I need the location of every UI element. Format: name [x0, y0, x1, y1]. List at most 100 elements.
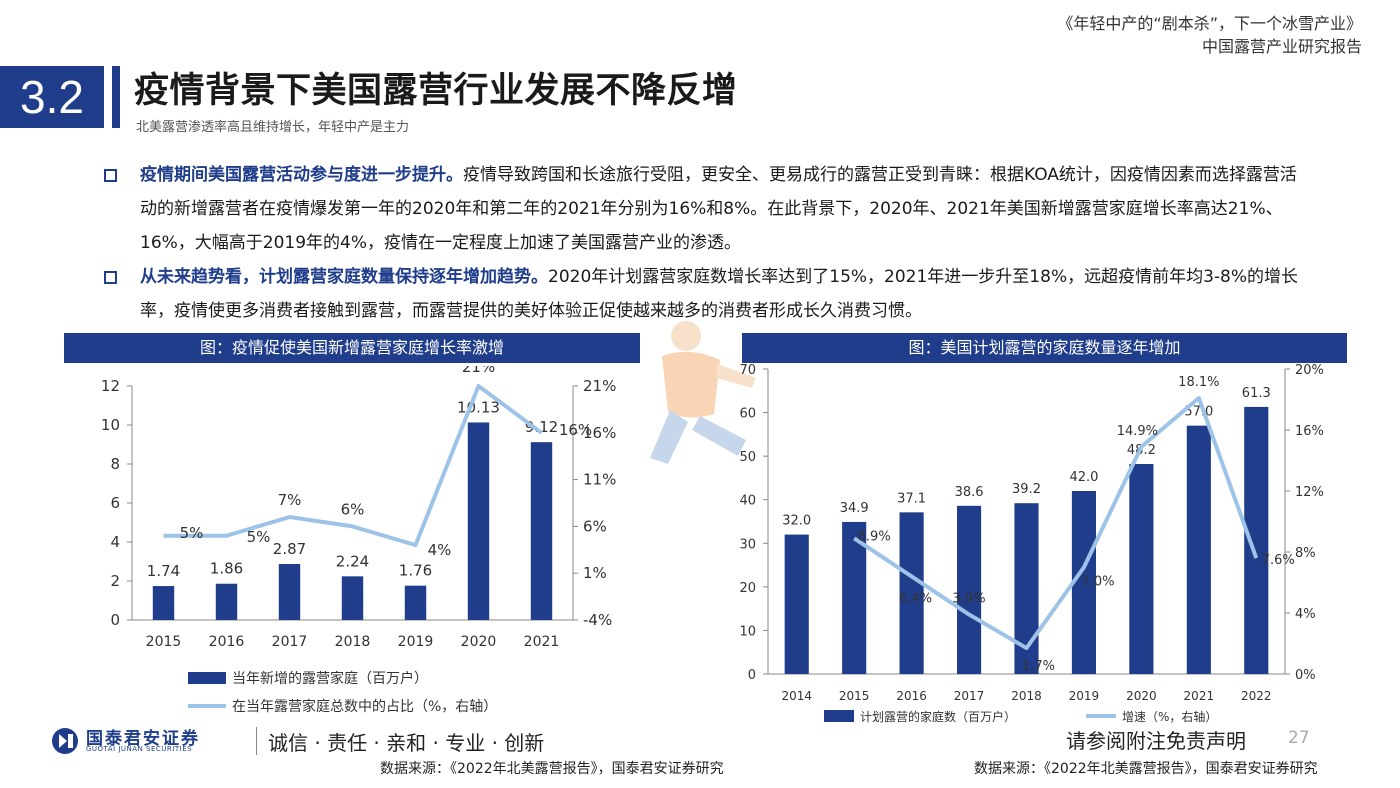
page-subtitle: 北美露营渗透率高且维持增长，年轻中产是主力: [136, 120, 410, 135]
section-number: 3.2: [0, 66, 104, 128]
y-tick-label-right: 21%: [583, 377, 616, 395]
x-tick-label: 2019: [1069, 689, 1100, 703]
bar: [530, 442, 553, 620]
x-tick-label: 2018: [335, 634, 371, 650]
bar: [404, 585, 427, 620]
chart-right-source: 数据来源：《2022年北美露营报告》，国泰君安证券研究: [974, 761, 1318, 777]
legend-label-line: 在当年露营家庭总数中的占比（%，右轴）: [232, 698, 497, 715]
series-line: [853, 395, 1259, 651]
bullet-text: 疫情导致跨国和长途旅行受阻，更安全、更易成行的露营正受到青睐：根据KOA统计，因…: [140, 165, 1297, 253]
x-tick-label: 2017: [954, 689, 985, 703]
x-tick-label: 2021: [524, 634, 560, 650]
line-data-label: 7.0%: [1081, 574, 1114, 589]
y-tick-label-left: 40: [739, 494, 756, 509]
line-data-label: 7.6%: [1262, 553, 1295, 568]
y-tick-label-left: 6: [110, 494, 120, 512]
page-number: 27: [1288, 728, 1310, 748]
bullet-lead: 疫情期间美国露营活动参与度进一步提升。: [140, 165, 463, 185]
bar-data-label: 34.9: [840, 501, 869, 516]
legend-swatch-bar: [824, 710, 854, 722]
report-title-line2: 中国露营产业研究报告: [1201, 37, 1362, 56]
y-tick-label-left: 30: [739, 537, 756, 552]
chart-right-plot: 0 10 20 30 40 50 60 70 0% 4% 8% 12% 16% 20% 32.0 2014 34…: [739, 363, 1324, 724]
bar-data-label: 9.12: [525, 418, 558, 436]
footer-motto: 诚信 · 责任 · 亲和 · 专业 · 创新: [268, 731, 545, 755]
x-tick-label: 2015: [146, 634, 182, 650]
legend-swatch-bar: [188, 672, 226, 684]
y-tick-label-right: 6%: [583, 517, 607, 535]
line-data-label: 7%: [278, 491, 302, 509]
page-title: 疫情背景下美国露营行业发展不降反增: [134, 71, 738, 111]
bar: [341, 576, 364, 620]
chart-left-source: 数据来源：《2022年北美露营报告》，国泰君安证券研究: [380, 761, 724, 777]
bar: [842, 521, 867, 674]
y-tick-label-right: 16%: [1295, 424, 1324, 439]
series-line: [163, 384, 543, 548]
line-data-label: 4%: [428, 541, 452, 559]
y-tick-label-right: 20%: [1295, 363, 1324, 378]
y-tick-label-right: 1%: [583, 564, 607, 582]
report-title-line1: 《年轻中产的“剧本杀”，下一个冰雪产业》: [1057, 14, 1362, 33]
chart-left: 图：疫情促使美国新增露营家庭增长率激增: [64, 333, 640, 363]
bar: [956, 505, 982, 674]
bullet-lead: 从未来趋势看，计划露营家庭数量保持逐年增加趋势。: [140, 267, 548, 287]
y-tick-label-right: 11%: [583, 471, 616, 489]
footer-disclaimer: 请参阅附注免责声明: [1066, 729, 1246, 753]
line-data-label: 6%: [341, 500, 365, 518]
x-tick-label: 2020: [461, 634, 497, 650]
bar: [215, 583, 238, 620]
y-tick-label-left: 4: [110, 533, 120, 551]
line-data-label: 8.9%: [858, 529, 891, 544]
line-data-label: 5%: [180, 524, 204, 542]
y-tick-label-left: 0: [110, 611, 120, 629]
x-tick-label: 2016: [896, 689, 927, 703]
x-tick-label: 2022: [1241, 689, 1272, 703]
legend-label-line: 增速（%，右轴）: [1122, 709, 1217, 724]
bar-data-label: 32.0: [782, 514, 811, 529]
y-tick-label-left: 8: [110, 455, 120, 473]
bar: [1071, 491, 1097, 674]
y-tick-label-left: 50: [739, 450, 756, 465]
line-data-label: 1.7%: [1022, 659, 1055, 674]
bar-data-label: 38.6: [955, 485, 984, 500]
legend-label-bar: 计划露营的家庭数（百万户）: [860, 709, 1016, 724]
chart-right: 图：美国计划露营的家庭数量逐年增加: [742, 333, 1347, 363]
y-tick-label-left: 10: [101, 416, 120, 434]
bullet-list: 疫情期间美国露营活动参与度进一步提升。疫情导致跨国和长途旅行受阻，更安全、更易成…: [100, 158, 1310, 328]
chart-right-title: 图：美国计划露营的家庭数量逐年增加: [742, 333, 1347, 363]
bar-data-label: 10.13: [457, 398, 500, 416]
x-tick-label: 2020: [1126, 689, 1157, 703]
bullet-item: 疫情期间美国露营活动参与度进一步提升。疫情导致跨国和长途旅行受阻，更安全、更易成…: [100, 158, 1310, 260]
report-title-block: 《年轻中产的“剧本杀”，下一个冰雪产业》 中国露营产业研究报告: [1057, 12, 1362, 58]
line-data-label: 3.9%: [953, 592, 986, 607]
chart-left-title: 图：疫情促使美国新增露营家庭增长率激增: [64, 333, 640, 363]
section-divider-bar: [112, 66, 120, 128]
y-tick-label-left: 0: [748, 668, 756, 683]
x-tick-label: 2016: [209, 634, 245, 650]
bullet-square-icon: [104, 271, 117, 284]
legend-label-bar: 当年新增的露营家庭（百万户）: [232, 670, 428, 687]
x-tick-label: 2019: [398, 634, 434, 650]
x-tick-label: 2017: [272, 634, 308, 650]
line-data-label: 5%: [247, 528, 271, 546]
footer-divider: [256, 727, 257, 755]
line-data-label: 14.9%: [1117, 424, 1158, 439]
x-tick-label: 2015: [839, 689, 870, 703]
y-tick-label-left: 20: [739, 581, 756, 596]
bar-data-label: 1.76: [399, 562, 432, 580]
bullet-square-icon: [104, 169, 117, 182]
bar: [1129, 463, 1154, 674]
y-tick-label-left: 10: [739, 624, 756, 639]
y-tick-label-left: 60: [739, 407, 756, 422]
logo-subtitle: GUOTAI JUNAN SECURITIES: [86, 745, 193, 753]
line-data-label: 6.4%: [899, 591, 932, 606]
chart-left-plot: 0 2 4 6 8 10 12 -4% 1% 6% 11% 16% 21% 1.74 2015 1.86 201…: [101, 366, 616, 715]
bar: [784, 534, 809, 674]
bar: [152, 586, 175, 620]
runner-watermark-icon: [650, 321, 756, 464]
x-tick-label: 2014: [781, 689, 812, 703]
y-tick-label-right: 4%: [1295, 607, 1316, 622]
bar-data-label: 37.1: [897, 491, 926, 506]
bar: [1186, 425, 1211, 674]
x-tick-label: 2021: [1184, 689, 1215, 703]
